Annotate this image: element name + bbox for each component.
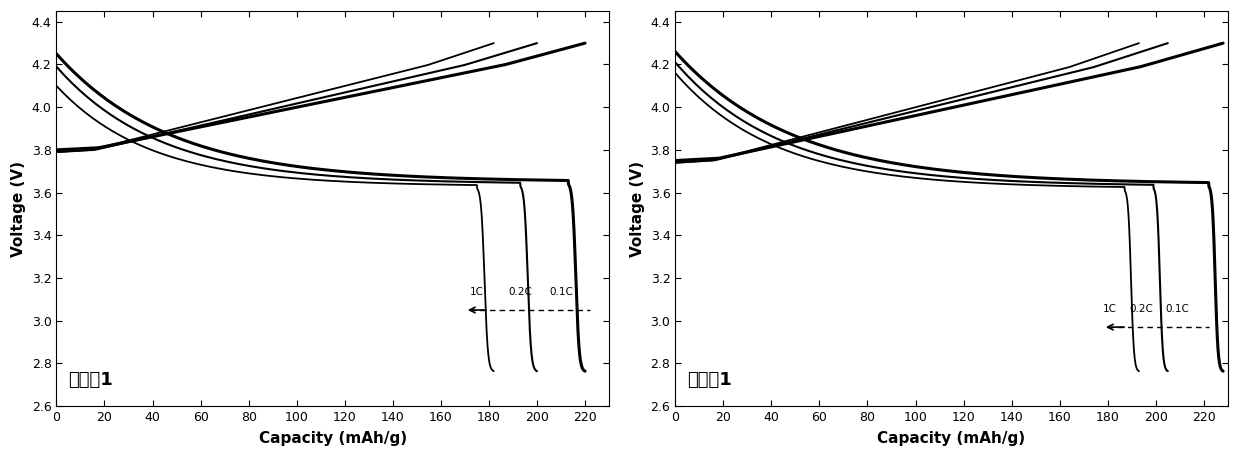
- Y-axis label: Voltage (V): Voltage (V): [629, 160, 646, 256]
- Text: 0.2C: 0.2C: [508, 287, 532, 297]
- Text: 实施例1: 实施例1: [688, 371, 732, 389]
- Text: 1C: 1C: [470, 287, 484, 297]
- Text: 0.2C: 0.2C: [1130, 304, 1154, 314]
- Text: 0.1C: 0.1C: [549, 287, 572, 297]
- Text: 1C: 1C: [1103, 304, 1118, 314]
- X-axis label: Capacity (mAh/g): Capacity (mAh/g): [877, 431, 1026, 446]
- Text: 0.1C: 0.1C: [1166, 304, 1189, 314]
- Text: 对比例1: 对比例1: [68, 371, 113, 389]
- Y-axis label: Voltage (V): Voltage (V): [11, 160, 26, 256]
- X-axis label: Capacity (mAh/g): Capacity (mAh/g): [259, 431, 406, 446]
